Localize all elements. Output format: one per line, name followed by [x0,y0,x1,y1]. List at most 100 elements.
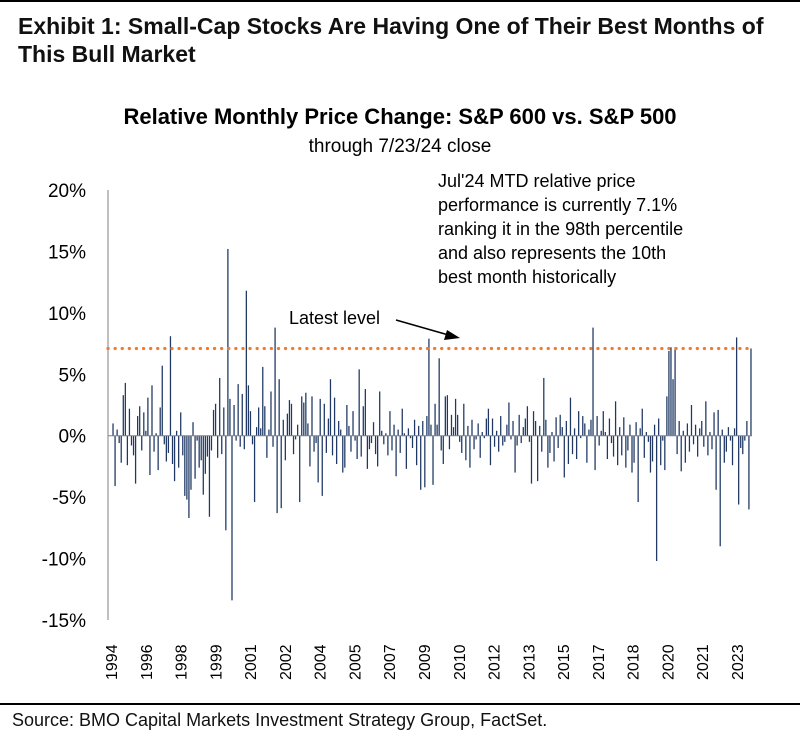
bar [567,435,570,464]
bar [547,435,549,468]
bar [670,347,672,436]
y-tick-label: -10% [42,550,86,571]
bar [260,428,262,436]
bar [124,382,126,436]
bar [278,379,280,436]
bar [709,432,711,436]
chart-title: Relative Monthly Price Change: S&P 600 v… [123,104,676,129]
x-tick-label: 2010 [452,644,469,680]
bar [282,419,284,436]
bar [703,435,705,447]
bar [387,435,389,456]
bar [346,405,348,436]
bar [686,423,689,436]
bar [674,347,676,436]
bar [442,435,444,464]
bar [409,435,412,439]
bar [294,435,297,440]
bar [584,423,586,436]
bar [219,377,221,436]
bar [315,435,317,444]
bar [662,435,664,441]
bar [141,435,143,451]
bar [559,414,561,436]
annotation-line: performance is currently 7.1% [438,195,677,215]
bar [374,435,377,455]
bar [233,405,235,436]
bar [526,406,529,436]
bar [338,420,340,436]
exhibit-title-line-1: Exhibit 1: Small-Cap Stocks Are Having O… [18,13,764,39]
bar [621,435,623,456]
latest-level-arrow [395,319,453,337]
bar [249,411,252,436]
bar [637,435,639,503]
bar [407,428,410,436]
bar [368,435,371,450]
bar [350,435,352,452]
bar [116,429,118,436]
bar [126,435,129,466]
bar [750,348,752,436]
bar [452,427,455,436]
x-tick-label: 2013 [521,644,538,680]
x-tick-label: 2020 [660,644,677,680]
bar [483,435,485,439]
x-tick-label: 2015 [556,644,573,680]
bar [204,435,206,474]
bar [508,402,510,436]
bar [420,435,422,490]
x-tick-label: 2007 [382,644,399,680]
bar [627,435,629,451]
bar [592,327,594,436]
bar [653,424,656,436]
bar [340,429,342,436]
bar [153,435,155,452]
bar [385,433,387,436]
bar [539,425,541,436]
bar [459,435,461,442]
bar [660,435,662,466]
y-tick-label: -5% [52,488,86,509]
bar [120,435,122,463]
bar [137,416,139,436]
x-tick-label: 2012 [487,644,504,680]
bar [227,248,229,436]
bar [171,435,174,464]
bar [208,435,211,517]
bar [557,435,559,448]
bar [270,391,272,436]
bar [186,435,188,500]
bar [438,358,440,436]
bar [504,435,506,442]
bar [130,435,133,446]
bar [426,416,428,436]
bar [348,425,350,436]
bar [500,416,502,436]
bar [221,435,223,455]
bar [699,428,701,436]
bar [389,411,391,436]
bar [173,435,176,482]
bar [551,432,553,436]
bar [342,435,344,473]
bar [651,435,654,462]
bar [625,435,627,468]
bar [319,398,321,436]
bar [393,424,395,436]
bar [512,420,514,436]
bar [697,435,699,457]
latest-level-label: Latest level [289,308,380,328]
bar [418,425,420,436]
bar [717,409,719,436]
bar [401,408,403,436]
bar [614,401,617,436]
bar [262,366,264,436]
bar [596,416,598,436]
x-tick-label: 2018 [626,644,643,680]
bar [305,392,307,436]
bar [715,435,717,490]
bar [264,406,266,436]
bar [701,420,703,436]
bar [518,414,520,436]
